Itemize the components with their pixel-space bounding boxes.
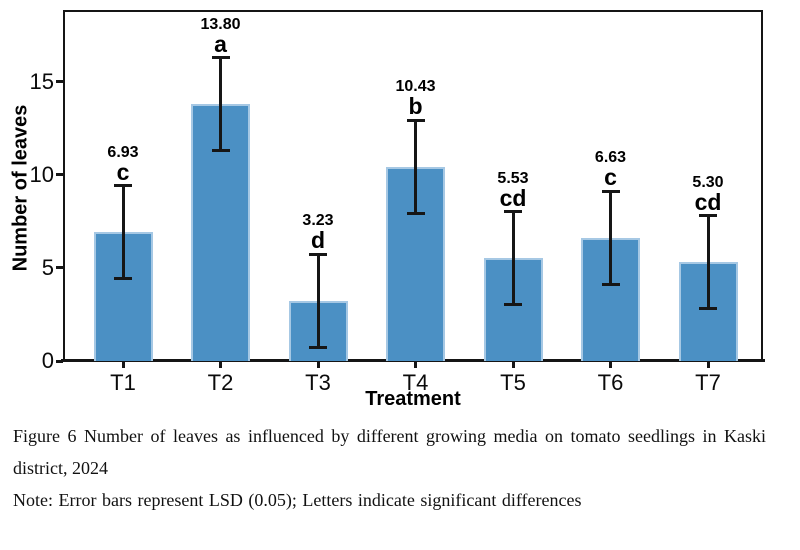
significance-letter: b [408,93,423,120]
y-axis-tick-label: 0 [41,348,54,373]
x-axis-tick [121,362,125,368]
error-bar-cap-bottom [504,303,522,307]
x-axis-tick-label: T5 [500,370,526,395]
x-axis-tick [511,362,515,368]
bar-value-label: 6.63 [594,149,627,167]
y-axis-tick-label: 10 [29,161,54,187]
error-bar-line [219,57,222,151]
error-bar-cap-bottom [114,277,132,281]
significance-letter: c [116,158,130,185]
x-axis-tick [219,362,222,368]
error-bar-cap-bottom [406,211,425,215]
significance-letter: a [214,30,227,57]
error-bar-line [609,191,612,285]
x-axis-title: Treatment [365,388,461,410]
y-axis-tick-label: 5 [41,254,54,280]
error-bar-line [414,120,417,214]
significance-letter: cd [499,184,527,211]
x-axis-tick-label: T7 [695,370,721,395]
x-axis-tick-label: T1 [110,370,136,395]
y-axis-tick [56,359,63,363]
bar-value-label: 10.43 [395,78,436,96]
y-axis-tick [56,80,63,84]
error-bar-cap-top [601,189,620,193]
x-axis-tick-label: T6 [597,370,624,395]
error-bar-cap-top [699,214,717,218]
x-axis-tick-label: T2 [207,370,234,395]
bar-value-label: 6.93 [107,143,139,161]
y-axis-tick-label: 15 [29,68,54,94]
bar-value-label: 13.80 [200,15,241,33]
x-axis-tick [414,362,417,368]
error-bar-cap-top [211,56,230,60]
error-bar-cap-top [504,210,522,214]
error-bar-cap-bottom [699,307,717,311]
y-axis-tick [56,173,63,177]
error-bar-cap-top [406,118,425,122]
figure-caption-line2: district, 2024 [13,458,108,478]
error-bar-line [706,215,710,309]
x-axis-tick [706,362,710,368]
error-bar-cap-bottom [309,345,327,349]
y-axis-tick [56,266,63,270]
y-axis-title: Number of leaves [9,104,32,272]
bar-value-label: 5.53 [497,169,529,187]
error-bar-cap-bottom [601,282,620,286]
error-bar-cap-bottom [211,149,230,153]
significance-letter: cd [694,188,722,215]
significance-letter: d [310,227,326,254]
error-bar-cap-top [309,252,327,256]
x-axis-tick-label: T3 [305,370,331,395]
figure-caption-note: Note: Error bars represent LSD (0.05); L… [13,490,582,510]
error-bar-cap-top [114,184,132,188]
error-bar-line [121,185,125,279]
x-axis-tick [609,362,612,368]
error-bar-line [511,211,515,305]
bar-value-label: 3.23 [302,212,334,230]
x-axis-tick-label: T4 [402,370,429,395]
error-bar-line [316,254,320,348]
significance-letter: c [604,164,617,191]
x-axis-tick [316,362,320,368]
figure-caption-line1: Figure 6 Number of leaves as influenced … [13,426,766,446]
bar-value-label: 5.30 [692,173,724,191]
